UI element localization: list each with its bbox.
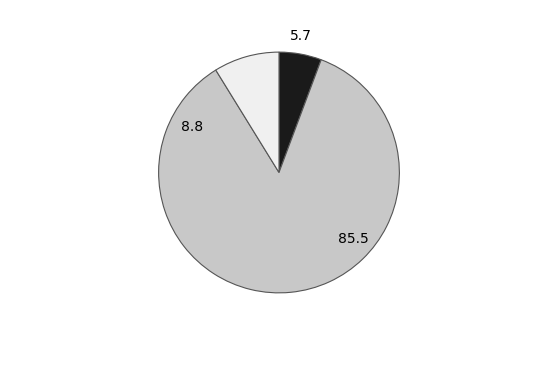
Wedge shape xyxy=(279,52,321,172)
Legend: Food secure, Low food security, Very low food security: Food secure, Low food security, Very low… xyxy=(97,364,461,367)
Wedge shape xyxy=(158,60,400,293)
Wedge shape xyxy=(216,52,279,172)
Text: 8.8: 8.8 xyxy=(181,120,204,134)
Text: 5.7: 5.7 xyxy=(290,29,311,43)
Text: 85.5: 85.5 xyxy=(338,232,369,246)
